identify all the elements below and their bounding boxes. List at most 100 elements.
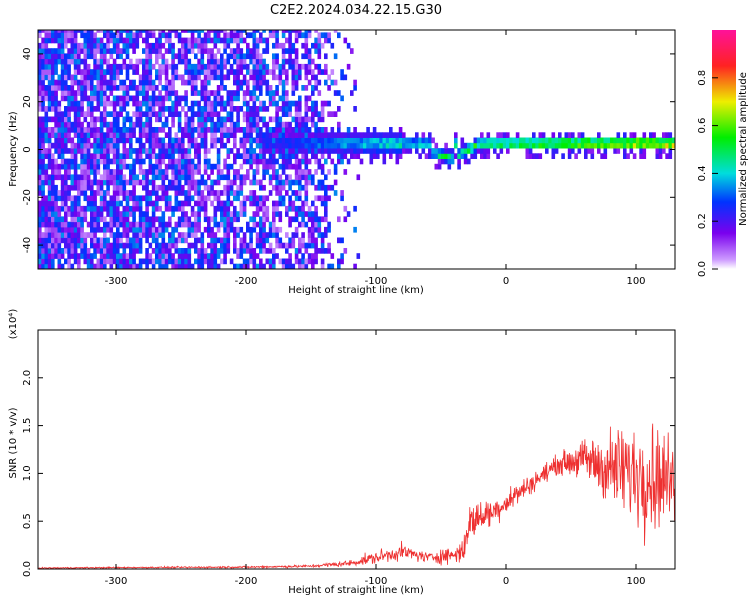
spectrogram-cell	[636, 142, 640, 149]
spectrogram-cell	[64, 63, 68, 70]
spectrogram-cell	[106, 163, 110, 170]
spectrogram-cell	[301, 121, 305, 128]
spectrogram-cell	[174, 106, 179, 112]
spectrogram-cell	[190, 263, 195, 269]
spectrogram-cell	[210, 58, 214, 65]
spectrogram-cell	[135, 116, 140, 123]
spectrogram-cell	[77, 253, 81, 259]
spectrogram-cell	[51, 69, 55, 75]
spectrogram-cell	[181, 95, 185, 102]
spectrogram-cell	[109, 137, 114, 144]
spectrogram-xtick-label: -100	[365, 276, 388, 287]
spectrogram-cell	[207, 184, 211, 191]
spectrogram-cell	[57, 132, 62, 138]
spectrogram-cell	[259, 195, 263, 202]
spectrogram-cell	[57, 258, 62, 265]
spectrogram-cell	[392, 137, 396, 144]
spectrogram-cell	[109, 258, 114, 265]
spectrogram-cell	[229, 111, 234, 117]
spectrogram-cell	[112, 179, 117, 186]
spectrogram-cell	[213, 42, 218, 49]
spectrogram-cell	[103, 106, 107, 112]
spectrogram-cell	[242, 116, 247, 123]
spectrogram-cell	[99, 121, 104, 128]
spectrogram-cell	[177, 53, 182, 60]
spectrogram-cell	[135, 111, 140, 117]
spectrogram-cell	[164, 69, 169, 75]
spectrogram-cell	[181, 163, 185, 170]
spectrogram-cell	[493, 148, 497, 154]
spectrogram-cell	[281, 69, 286, 75]
spectrogram-cell	[210, 232, 214, 238]
spectrogram-cell	[210, 237, 214, 244]
spectrogram-cell	[200, 195, 205, 202]
spectrogram-cell	[236, 106, 240, 112]
spectrogram-cell	[233, 127, 237, 133]
spectrogram-cell	[161, 242, 166, 249]
spectrogram-cell	[356, 174, 361, 181]
spectrogram-cell	[145, 42, 149, 49]
spectrogram-cell	[203, 163, 208, 170]
spectrogram-cell	[262, 184, 266, 191]
spectrogram-cell	[109, 48, 114, 54]
spectrogram-cell	[226, 163, 231, 170]
spectrogram-cell	[112, 148, 117, 154]
spectrogram-cell	[181, 148, 185, 154]
spectrogram-cell	[395, 148, 400, 154]
spectrogram-cell	[132, 184, 136, 191]
spectrogram-cell	[109, 179, 114, 186]
spectrogram-cell	[190, 211, 195, 217]
spectrogram-cell	[67, 221, 71, 228]
spectrogram-cell	[545, 137, 549, 144]
spectrogram-cell	[106, 142, 110, 149]
spectrogram-cell	[142, 211, 146, 217]
spectrogram-cell	[268, 127, 273, 133]
spectrogram-cell	[125, 200, 130, 207]
spectrogram-cell	[86, 184, 91, 191]
spectrogram-cell	[226, 116, 231, 123]
spectrogram-cell	[86, 158, 91, 165]
spectrogram-cell	[93, 106, 97, 112]
spectrogram-cell	[187, 37, 192, 44]
spectrogram-cell	[229, 30, 234, 33]
spectrogram-cell	[161, 253, 166, 259]
snr-ytick-label: 0.0	[22, 561, 33, 577]
spectrogram-cell	[119, 258, 123, 265]
spectrogram-cell	[304, 53, 309, 60]
spectrogram-cell	[200, 142, 205, 149]
spectrogram-cell	[99, 111, 104, 117]
spectrogram-cell	[327, 74, 331, 81]
snr-panel: -300 -200 -100 0 100 0.00.51.01.52.0 Height …	[8, 309, 676, 596]
spectrogram-cell	[512, 142, 517, 149]
spectrogram-cell	[213, 242, 218, 249]
spectrogram-cell	[73, 95, 78, 102]
spectrogram-cell	[444, 153, 448, 159]
spectrogram-cell	[187, 63, 192, 70]
spectrogram-cell	[532, 153, 536, 159]
spectrogram-cell	[203, 111, 208, 117]
spectrogram-cell	[83, 158, 88, 165]
spectrogram-cell	[41, 127, 45, 133]
spectrogram-cell	[155, 190, 159, 196]
spectrogram-cell	[38, 263, 42, 269]
spectrogram-cell	[70, 221, 75, 228]
spectrogram-cell	[285, 121, 289, 128]
spectrogram-cell	[177, 237, 182, 244]
spectrogram-cell	[220, 248, 224, 254]
spectrogram-cell	[96, 142, 101, 149]
spectrogram-cell	[272, 211, 276, 217]
spectrogram-cell	[60, 158, 65, 165]
spectrogram-cell	[51, 216, 55, 223]
spectrogram-cell	[103, 132, 107, 138]
spectrogram-cell	[197, 184, 201, 191]
spectrogram-cell	[135, 221, 140, 228]
spectrogram-cell	[298, 32, 302, 39]
spectrogram-cell	[288, 253, 292, 259]
spectrogram-cell	[294, 142, 299, 149]
spectrogram-cell	[216, 169, 221, 175]
spectrogram-cell	[90, 111, 94, 117]
snr-xtick-label: -100	[365, 576, 388, 587]
spectrogram-cell	[288, 127, 292, 133]
spectrogram-cell	[528, 148, 533, 154]
spectrogram-cell	[86, 179, 91, 186]
